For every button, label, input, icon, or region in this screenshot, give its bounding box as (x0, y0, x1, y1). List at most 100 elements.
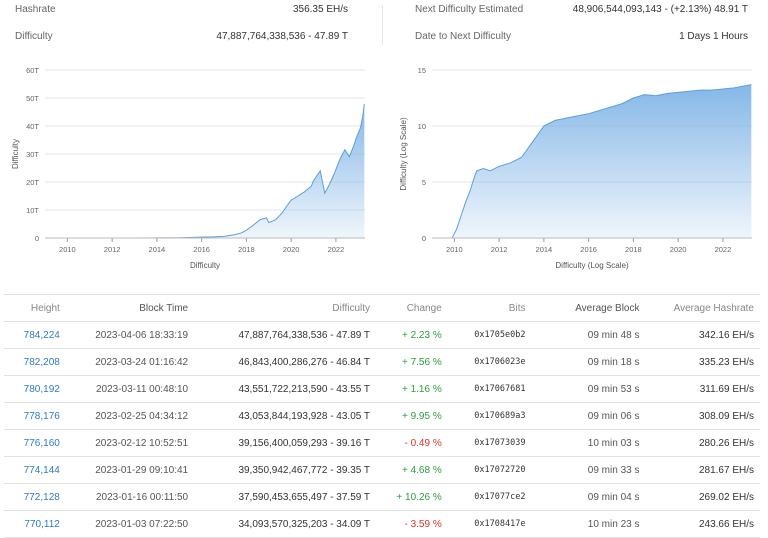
average-hashrate-cell: 281.67 EH/s (645, 456, 760, 484)
average-hashrate-cell: 280.26 EH/s (645, 429, 760, 457)
col-change: Change (376, 294, 448, 322)
col-height: Height (4, 294, 66, 322)
table-header-row: Height Block Time Difficulty Change Bits… (4, 294, 760, 322)
block-height-link[interactable]: 772,128 (23, 491, 60, 503)
block-height-link[interactable]: 782,208 (23, 356, 60, 368)
height-link-cell[interactable]: 770,112 (4, 510, 66, 538)
table-row: 784,224 2023-04-06 18:33:19 47,887,764,338… (4, 321, 760, 349)
x-tick-label: 2016 (193, 245, 210, 254)
bits-value-cell: 0x17077ce2 (447, 483, 532, 511)
height-link-cell[interactable]: 782,208 (4, 348, 66, 376)
bits-value-cell: 0x170689a3 (447, 402, 532, 430)
average-hashrate-cell: 269.02 EH/s (645, 483, 760, 511)
block-time-cell: 2023-03-24 01:16:42 (65, 348, 195, 376)
difficulty-value-cell: 39,156,400,059,293 - 39.16 T (194, 429, 377, 457)
table-row: 782,208 2023-03-24 01:16:42 46,843,400,286… (4, 348, 760, 376)
difficulty-log-chart[interactable]: 0 5 10 15 2010 2012 2014 2016 2018 2020 2022 Diffic… (384, 55, 768, 285)
change-value-cell: - 0.49 % (376, 429, 448, 457)
col-average-block: Average Block (531, 294, 646, 322)
average-block-cell: 09 min 18 s (531, 348, 646, 376)
table-row: 776,160 2023-02-12 10:52:51 39,156,400,059… (4, 429, 760, 457)
difficulty-area[interactable] (432, 84, 752, 238)
x-tick-label: 2012 (491, 245, 508, 254)
difficulty-value-cell: 47,887,764,338,536 - 47.89 T (194, 321, 377, 349)
y-tick-label: 20T (26, 178, 39, 187)
block-time-cell: 2023-01-29 09:10:41 (65, 456, 195, 484)
x-tick-label: 2022 (328, 245, 345, 254)
y-tick-label: 5 (422, 178, 426, 187)
difficulty-line[interactable] (432, 84, 752, 239)
x-tick-label: 2012 (104, 245, 121, 254)
block-height-link[interactable]: 784,224 (23, 329, 60, 341)
table-row: 780,192 2023-03-11 00:48:10 43,551,722,213… (4, 375, 760, 403)
difficulty-label: Difficulty (15, 31, 53, 42)
average-hashrate-cell: 335.23 EH/s (645, 348, 760, 376)
next-difficulty-value: 48,906,544,093,143 - (+2.13%) 48.91 T (572, 4, 748, 15)
block-height-link[interactable]: 770,112 (24, 518, 60, 530)
height-link-cell[interactable]: 776,160 (4, 429, 66, 457)
next-date-value: 1 Days 1 Hours (679, 31, 748, 42)
col-average-hashrate: Average Hashrate (645, 294, 760, 322)
bits-value-cell: 0x17073039 (447, 429, 532, 457)
col-bits: Bits (447, 294, 532, 322)
x-tick-label: 2018 (625, 245, 642, 254)
average-block-cell: 10 min 03 s (531, 429, 646, 457)
difficulty-line[interactable] (44, 103, 365, 239)
x-tick-label: 2016 (580, 245, 597, 254)
difficulty-adjustments-table: Height Block Time Difficulty Change Bits… (4, 294, 760, 538)
change-value-cell: + 1.16 % (376, 375, 448, 403)
difficulty-value-cell: 39,350,942,467,772 - 39.35 T (194, 456, 377, 484)
height-link-cell[interactable]: 780,192 (4, 375, 66, 403)
bits-value-cell: 0x1705e0b2 (447, 321, 532, 349)
block-height-link[interactable]: 778,176 (23, 410, 60, 422)
y-tick-label: 50T (26, 94, 39, 103)
change-value-cell: + 9.95 % (376, 402, 448, 430)
average-hashrate-cell: 342.16 EH/s (645, 321, 760, 349)
x-tick-label: 2018 (238, 245, 255, 254)
difficulty-value-cell: 46,843,400,286,276 - 46.84 T (194, 348, 377, 376)
height-link-cell[interactable]: 774,144 (4, 456, 66, 484)
block-height-link[interactable]: 780,192 (23, 383, 60, 395)
height-link-cell[interactable]: 784,224 (4, 321, 66, 349)
bits-value-cell: 0x1706023e (447, 348, 532, 376)
block-height-link[interactable]: 776,160 (23, 437, 60, 449)
difficulty-value-cell: 37,590,453,655,497 - 37.59 T (194, 483, 377, 511)
table-row: 770,112 2023-01-03 07:22:50 34,093,570,325… (4, 510, 760, 538)
x-tick-label: 2010 (446, 245, 463, 254)
stats-divider (382, 5, 383, 45)
height-link-cell[interactable]: 772,128 (4, 483, 66, 511)
x-tick-label: 2014 (149, 245, 166, 254)
average-block-cell: 09 min 06 s (531, 402, 646, 430)
block-time-cell: 2023-02-12 10:52:51 (65, 429, 195, 457)
average-block-cell: 10 min 23 s (531, 510, 646, 538)
difficulty-log-chart-svg[interactable]: 0 5 10 15 2010 2012 2014 2016 2018 2020 2022 Diffic… (384, 55, 768, 285)
block-height-link[interactable]: 774,144 (23, 464, 60, 476)
table-row: 778,176 2023-02-25 04:34:12 43,053,844,193… (4, 402, 760, 430)
y-tick-label: 60T (26, 66, 39, 75)
table-row: 774,144 2023-01-29 09:10:41 39,350,942,467… (4, 456, 760, 484)
difficulty-value-cell: 34,093,570,325,203 - 34.09 T (194, 510, 377, 538)
bits-value-cell: 0x1708417e (447, 510, 532, 538)
change-value-cell: + 7.56 % (376, 348, 448, 376)
average-block-cell: 09 min 53 s (531, 375, 646, 403)
block-time-cell: 2023-03-11 00:48:10 (65, 375, 195, 403)
difficulty-chart-svg[interactable]: 0 10T 20T 30T 40T 50T 60T 2010 2012 2014 2016 2018 2… (0, 55, 384, 285)
difficulty-value-cell: 43,053,844,193,928 - 43.05 T (194, 402, 377, 430)
hashrate-value: 356.35 EH/s (292, 4, 348, 15)
difficulty-chart[interactable]: 0 10T 20T 30T 40T 50T 60T 2010 2012 2014 2016 2018 2… (0, 55, 384, 285)
col-difficulty: Difficulty (194, 294, 377, 322)
block-time-cell: 2023-01-03 07:22:50 (65, 510, 195, 538)
x-tick-label: 2010 (59, 245, 76, 254)
y-tick-label: 10T (26, 206, 39, 215)
average-block-cell: 09 min 48 s (531, 321, 646, 349)
table-row: 772,128 2023-01-16 00:11:50 37,590,453,655… (4, 483, 760, 511)
hashrate-label: Hashrate (15, 4, 56, 15)
col-block-time: Block Time (65, 294, 195, 322)
change-value-cell: + 4.68 % (376, 456, 448, 484)
height-link-cell[interactable]: 778,176 (4, 402, 66, 430)
stats-panel: Hashrate 356.35 EH/s Difficulty 47,887,7… (0, 0, 768, 55)
average-block-cell: 09 min 33 s (531, 456, 646, 484)
y-tick-label: 0 (422, 234, 426, 243)
difficulty-area[interactable] (45, 103, 365, 238)
average-hashrate-cell: 311.69 EH/s (645, 375, 760, 403)
